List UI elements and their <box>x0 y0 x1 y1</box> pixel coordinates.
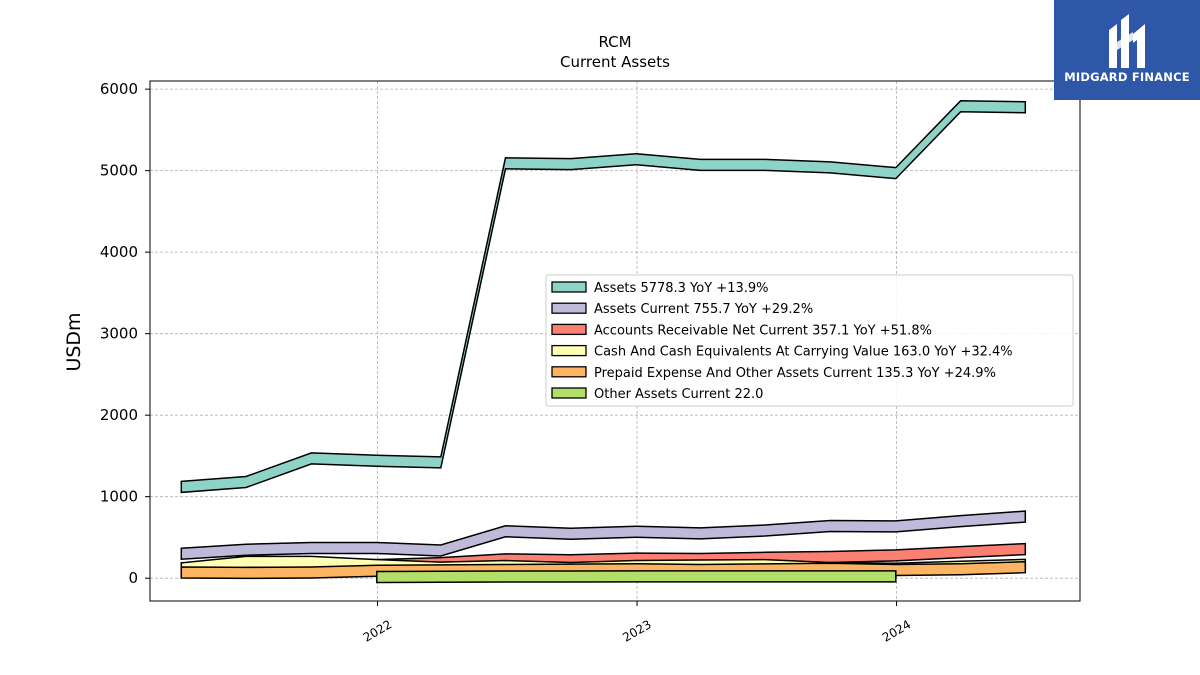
chart-subtitle: Current Assets <box>560 53 670 71</box>
x-axis: 2022 2023 2024 <box>361 601 913 645</box>
legend-swatch <box>551 387 587 399</box>
series-areas <box>180 100 1027 584</box>
legend-entry: Prepaid Expense And Other Assets Current… <box>594 366 996 381</box>
series-band-other-assets-current <box>376 570 897 584</box>
legend-swatch <box>551 323 587 336</box>
y-tick-label: 0 <box>128 569 138 587</box>
chart-title: RCM <box>598 33 631 51</box>
y-tick-label: 5000 <box>100 162 138 180</box>
legend-swatch <box>551 344 587 357</box>
legend-entry: Cash And Cash Equivalents At Carrying Va… <box>594 345 1013 360</box>
legend-swatch <box>551 366 587 378</box>
legend-entry: Assets Current 755.7 YoY +29.2% <box>594 302 813 317</box>
legend-entry: Accounts Receivable Net Current 357.1 Yo… <box>594 323 932 338</box>
plot-frame <box>149 80 1081 602</box>
midgard-logo-icon <box>1109 14 1145 68</box>
legend-box <box>545 274 1074 407</box>
y-axis: 0 1000 2000 3000 4000 5000 6000 <box>100 80 150 587</box>
legend: Assets 5778.3 YoY +13.9% Assets Current 7… <box>545 274 1074 407</box>
brand-logo: MIDGARD FINANCE <box>1054 0 1200 100</box>
y-tick-label: 3000 <box>100 325 138 343</box>
y-axis-label: USDm <box>63 312 85 371</box>
x-tick-label: 2024 <box>880 617 913 644</box>
legend-swatch <box>551 302 587 314</box>
legend-entry: Assets 5778.3 YoY +13.9% <box>594 281 769 296</box>
brand-name: MIDGARD FINANCE <box>1064 70 1190 84</box>
x-tick-label: 2023 <box>620 617 653 644</box>
legend-entry: Other Assets Current 22.0 <box>594 387 763 402</box>
y-tick-label: 4000 <box>100 243 138 261</box>
legend-swatch <box>551 281 587 293</box>
x-tick-label: 2022 <box>361 617 394 644</box>
y-tick-label: 2000 <box>100 406 138 424</box>
y-tick-label: 6000 <box>100 80 138 98</box>
y-tick-label: 1000 <box>100 488 138 506</box>
series-band-assets-current <box>180 510 1027 560</box>
series-band-assets <box>180 100 1027 494</box>
